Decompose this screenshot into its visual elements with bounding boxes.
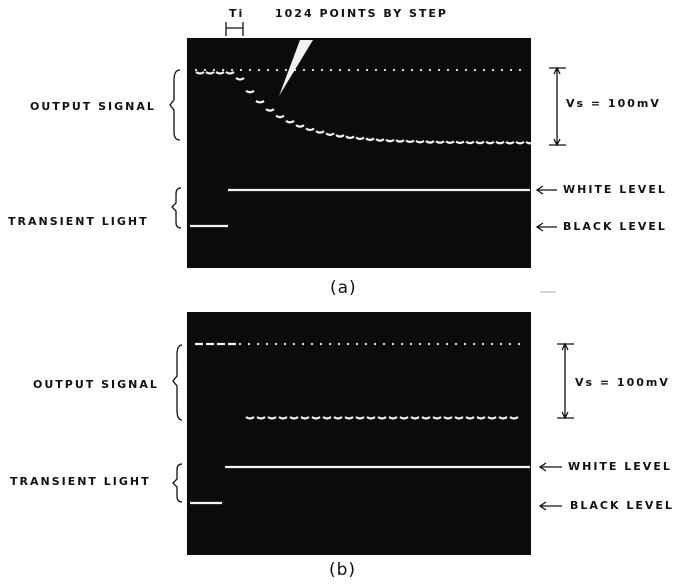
panel-label: (b) [329, 560, 356, 580]
dot [303, 69, 305, 71]
dot [311, 343, 313, 345]
dot [267, 69, 269, 71]
dot [231, 69, 233, 71]
dot [195, 69, 197, 71]
dot [366, 69, 368, 71]
dot [240, 69, 242, 71]
dot [330, 69, 332, 71]
dot [491, 343, 493, 345]
scope-screen [187, 38, 531, 268]
dot [338, 343, 340, 345]
dot [285, 69, 287, 71]
dot [455, 343, 457, 345]
vs-bracket [557, 344, 574, 418]
vs-label: Vs = 100mV [566, 97, 661, 110]
dot [348, 69, 350, 71]
dot [402, 69, 404, 71]
vs-bracket [549, 68, 566, 145]
dot [302, 343, 304, 345]
dot [383, 343, 385, 345]
dot [482, 343, 484, 345]
dot [357, 69, 359, 71]
dot [501, 69, 503, 71]
dot [473, 343, 475, 345]
dot [393, 69, 395, 71]
dot [347, 343, 349, 345]
dot [365, 343, 367, 345]
dot [483, 69, 485, 71]
panel-label: (a) [330, 278, 357, 298]
dot [428, 343, 430, 345]
dot [510, 69, 512, 71]
dot [518, 343, 520, 345]
dot [392, 343, 394, 345]
dot [384, 69, 386, 71]
dot [438, 69, 440, 71]
output-signal-label: OUTPUT SIGNAL [33, 378, 159, 391]
dot [401, 343, 403, 345]
dot [456, 69, 458, 71]
dot [375, 69, 377, 71]
dot [321, 69, 323, 71]
dot [276, 69, 278, 71]
scope-screen [187, 312, 531, 555]
dot [437, 343, 439, 345]
brace [173, 464, 182, 502]
brace [172, 188, 181, 228]
dot [320, 343, 322, 345]
dot [519, 69, 521, 71]
dot [312, 69, 314, 71]
dot [356, 343, 358, 345]
dot [492, 69, 494, 71]
dot [446, 343, 448, 345]
brace [170, 70, 180, 140]
arrows [537, 186, 557, 231]
dot [429, 69, 431, 71]
dot [419, 343, 421, 345]
dot [464, 343, 466, 345]
white-level-label: WHITE LEVEL [568, 460, 672, 473]
dot [411, 69, 413, 71]
dot [258, 69, 260, 71]
dot [249, 69, 251, 71]
vs-label: Vs = 100mV [575, 376, 670, 389]
arrows [540, 463, 562, 510]
figure: Ti 1024 POINTS BY STEP OUTPUT SIGNAL TRA… [0, 0, 677, 584]
dot [294, 69, 296, 71]
dot [266, 343, 268, 345]
dot [447, 69, 449, 71]
dot [257, 343, 259, 345]
dot [410, 343, 412, 345]
caption: 1024 POINTS BY STEP [275, 7, 448, 20]
black-level-label: BLACK LEVEL [563, 220, 667, 233]
ti-bracket [226, 22, 243, 36]
dot [465, 69, 467, 71]
dot [420, 69, 422, 71]
brace [173, 345, 182, 420]
dot [222, 69, 224, 71]
black-level-label: BLACK LEVEL [570, 499, 674, 512]
ti-label: Ti [229, 7, 244, 20]
dot [204, 69, 206, 71]
dot [509, 343, 511, 345]
dot [374, 343, 376, 345]
dot [339, 69, 341, 71]
dot [500, 343, 502, 345]
dot [213, 69, 215, 71]
dot [248, 343, 250, 345]
dot [275, 343, 277, 345]
output-signal-label: OUTPUT SIGNAL [30, 100, 156, 113]
dot [293, 343, 295, 345]
dot [284, 343, 286, 345]
transient-light-label: TRANSIENT LIGHT [10, 475, 151, 488]
white-level-label: WHITE LEVEL [563, 183, 667, 196]
dot [474, 69, 476, 71]
dot [329, 343, 331, 345]
dot [239, 343, 241, 345]
transient-light-label: TRANSIENT LIGHT [8, 215, 149, 228]
